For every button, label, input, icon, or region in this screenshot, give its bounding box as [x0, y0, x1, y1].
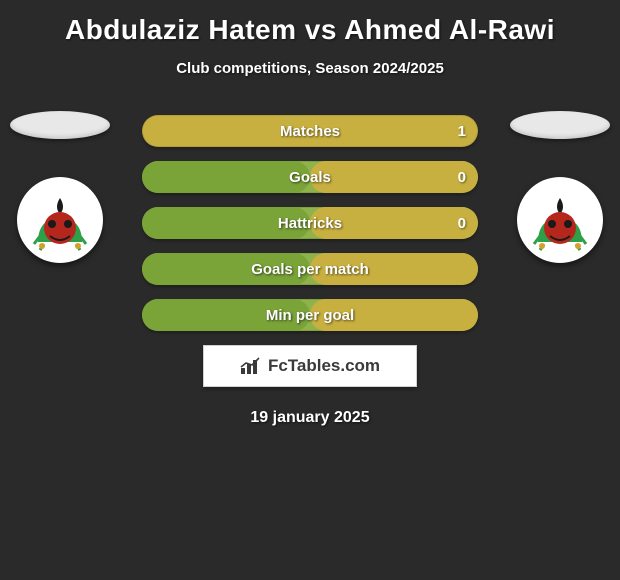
- source-logo-text: FcTables.com: [268, 356, 380, 376]
- stat-bar-value-right: 1: [446, 115, 478, 147]
- bar-chart-icon: [240, 357, 262, 375]
- stat-bar-label: Goals per match: [142, 253, 478, 285]
- club-crest-icon: [24, 184, 96, 256]
- stat-bar-label: Matches: [142, 115, 478, 147]
- stat-bar: Hattricks0: [142, 207, 478, 239]
- player-left-column: [10, 111, 110, 263]
- player-right-placeholder: [510, 111, 610, 139]
- source-logo-box: FcTables.com: [203, 345, 417, 387]
- player-right-column: [510, 111, 610, 263]
- club-badge-left: [17, 177, 103, 263]
- stat-bar: Goals per match: [142, 253, 478, 285]
- comparison-area: Matches1Goals0Hattricks0Goals per matchM…: [0, 115, 620, 331]
- club-badge-right: [517, 177, 603, 263]
- club-crest-icon: [524, 184, 596, 256]
- stat-bar: Min per goal: [142, 299, 478, 331]
- stat-bar-value-right: 0: [446, 161, 478, 193]
- stat-bar-label: Hattricks: [142, 207, 478, 239]
- stat-bar: Matches1: [142, 115, 478, 147]
- stat-bar: Goals0: [142, 161, 478, 193]
- stat-bars: Matches1Goals0Hattricks0Goals per matchM…: [142, 115, 478, 331]
- stat-bar-label: Goals: [142, 161, 478, 193]
- stat-bar-label: Min per goal: [142, 299, 478, 331]
- subtitle: Club competitions, Season 2024/2025: [0, 60, 620, 77]
- player-left-placeholder: [10, 111, 110, 139]
- date-label: 19 january 2025: [0, 409, 620, 427]
- stat-bar-value-right: 0: [446, 207, 478, 239]
- page-title: Abdulaziz Hatem vs Ahmed Al-Rawi: [0, 0, 620, 46]
